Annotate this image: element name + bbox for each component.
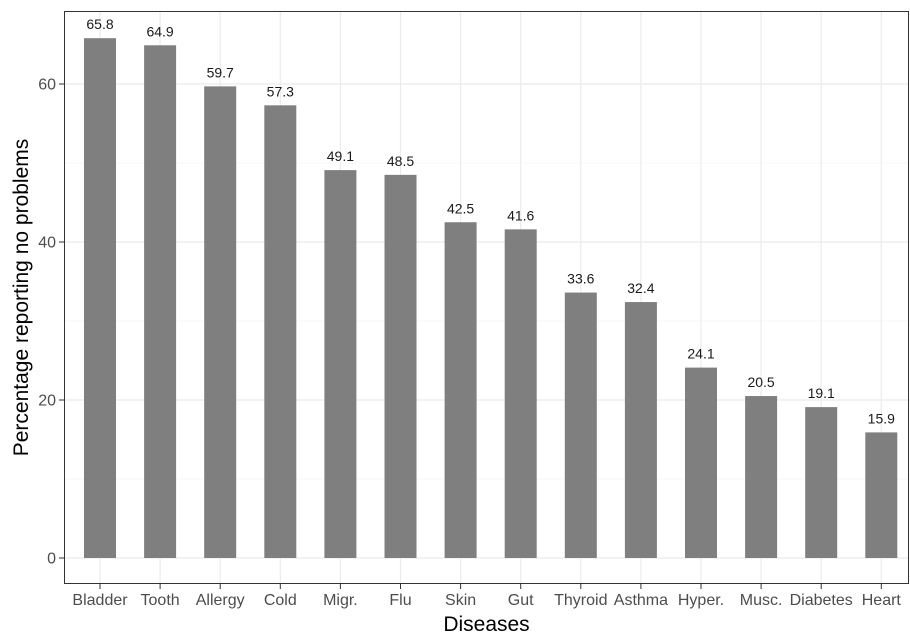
bar-skin <box>444 222 477 558</box>
grid-lines <box>64 11 909 584</box>
x-tick-label: Cold <box>264 592 297 609</box>
y-tick-label: 0 <box>47 551 56 568</box>
bar-musc <box>745 396 778 558</box>
data-labels: 65.8 64.9 59.7 57.3 49.1 48.5 42.5 41.6 33.6 32.4… <box>86 16 895 426</box>
x-tick-label: Hyper. <box>678 592 724 609</box>
data-label: 32.4 <box>627 280 654 296</box>
x-tick-label: Diabetes <box>790 592 853 609</box>
x-tick-label: Tooth <box>141 592 180 609</box>
y-axis: 0 20 40 60 <box>38 77 64 568</box>
x-tick-label: Flu <box>389 592 411 609</box>
data-label: 65.8 <box>86 16 113 32</box>
data-label: 57.3 <box>267 83 294 99</box>
panel-border <box>64 11 909 584</box>
bars <box>84 38 898 559</box>
bar-heart <box>865 432 898 558</box>
y-tick-label: 40 <box>38 235 56 252</box>
x-tick-label: Asthma <box>614 592 668 609</box>
data-label: 33.6 <box>567 271 594 287</box>
y-tick-label: 60 <box>38 77 56 94</box>
x-tick-label: Allergy <box>196 592 245 609</box>
y-axis-title: Percentage reporting no problems <box>10 139 33 457</box>
x-tick-label: Heart <box>862 592 902 609</box>
bar-bladder <box>84 38 116 559</box>
bar-tooth <box>144 45 177 559</box>
bar-flu <box>384 174 417 558</box>
x-axis-title: Diseases <box>443 613 529 635</box>
x-axis: Bladder Tooth Allergy Cold Migr. Flu Skin Gut Th… <box>72 584 901 609</box>
data-label: 41.6 <box>507 207 534 223</box>
bar-allergy <box>204 86 237 559</box>
data-label: 42.5 <box>447 200 474 216</box>
data-label: 49.1 <box>327 148 354 164</box>
x-tick-label: Migr. <box>323 592 358 609</box>
x-tick-label: Gut <box>508 592 534 609</box>
x-tick-label: Thyroid <box>554 592 607 609</box>
bar-hyper <box>685 367 717 558</box>
data-label: 64.9 <box>146 23 173 39</box>
y-tick-label: 20 <box>38 393 56 410</box>
data-label: 15.9 <box>868 410 895 426</box>
bar-cold <box>264 105 297 558</box>
bar-diabetes <box>805 407 838 558</box>
x-tick-label: Skin <box>445 592 476 609</box>
data-label: 24.1 <box>687 346 714 362</box>
bar-thyroid <box>564 292 597 558</box>
data-label: 20.5 <box>747 374 774 390</box>
data-label: 19.1 <box>808 385 835 401</box>
data-label: 59.7 <box>207 64 234 80</box>
bar-asthma <box>624 302 657 558</box>
x-tick-label: Bladder <box>72 592 128 609</box>
bar-migr <box>324 170 357 559</box>
x-tick-label: Musc. <box>740 592 783 609</box>
data-label: 48.5 <box>387 153 414 169</box>
bar-gut <box>504 229 537 559</box>
